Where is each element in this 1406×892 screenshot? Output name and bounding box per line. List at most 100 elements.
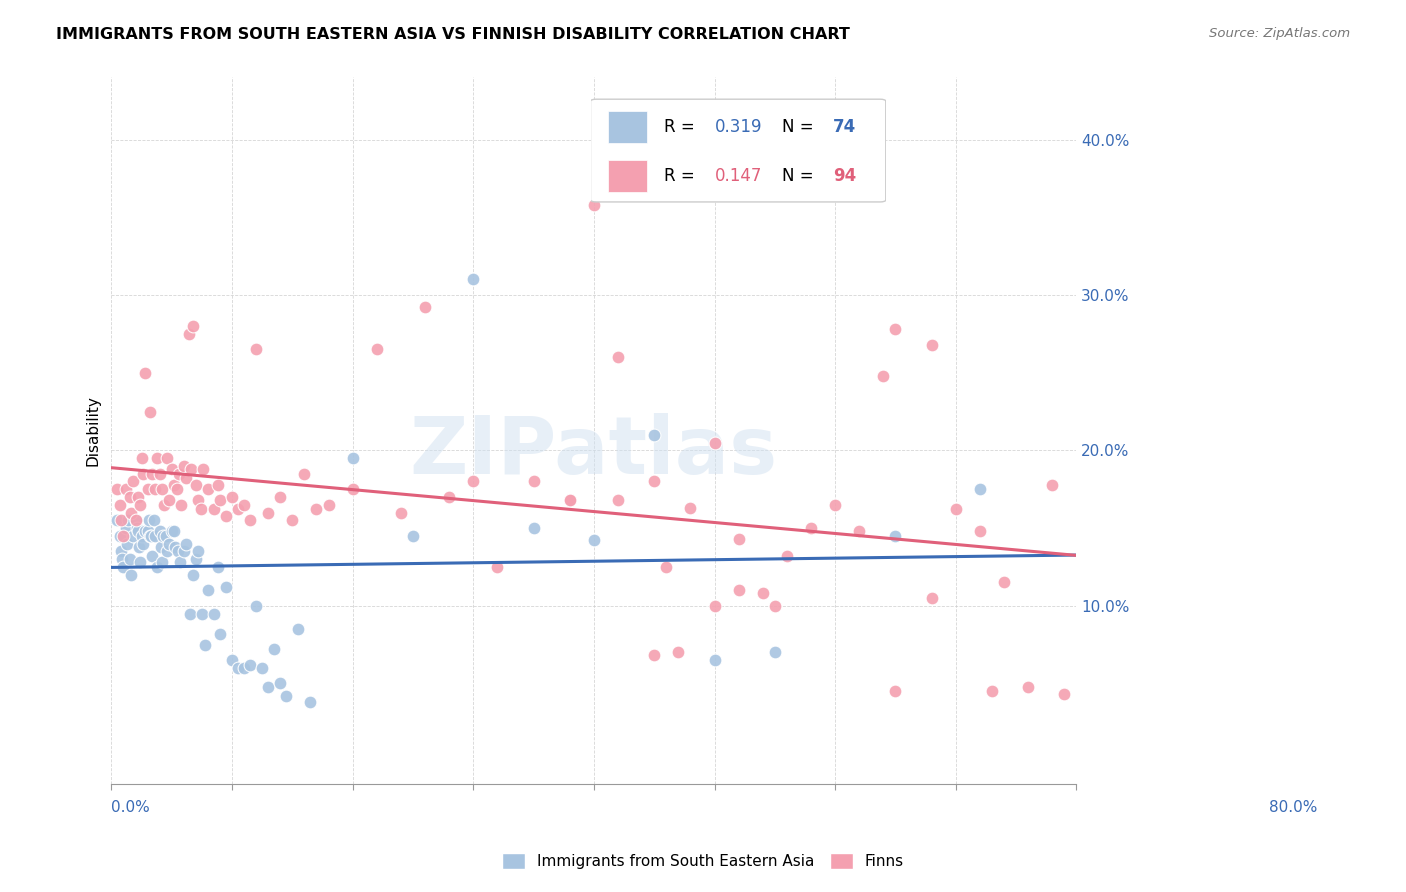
Point (281, 513, 304, 527)
Point (107, 513, 129, 527)
Point (413, 301, 436, 315)
Point (1017, 680, 1039, 694)
Point (132, 536, 155, 550)
Point (824, 498, 846, 512)
Point (173, 458, 195, 473)
Point (169, 555, 191, 569)
Text: 0.319: 0.319 (714, 118, 762, 136)
Point (170, 498, 193, 512)
Point (128, 540, 150, 554)
Point (183, 319, 205, 334)
Point (125, 521, 148, 535)
Point (1053, 687, 1076, 701)
Point (679, 500, 702, 515)
Text: 80.0%: 80.0% (1270, 800, 1317, 815)
Point (1040, 477, 1063, 491)
Point (194, 638, 217, 652)
Point (727, 532, 749, 546)
Point (124, 513, 146, 527)
Point (208, 626, 231, 640)
Text: 94: 94 (832, 168, 856, 186)
Point (155, 529, 177, 543)
Text: 74: 74 (832, 118, 856, 136)
Point (269, 490, 291, 504)
Y-axis label: Disability: Disability (86, 395, 100, 467)
Text: IMMIGRANTS FROM SOUTH EASTERN ASIA VS FINNISH DISABILITY CORRELATION CHART: IMMIGRANTS FROM SOUTH EASTERN ASIA VS FI… (56, 27, 851, 42)
Point (558, 493, 581, 508)
Point (149, 540, 172, 554)
Point (108, 498, 131, 512)
Point (187, 493, 209, 508)
Point (402, 529, 425, 543)
Point (233, 498, 256, 512)
Point (763, 645, 786, 659)
Point (117, 513, 139, 527)
Point (127, 490, 149, 504)
Point (120, 567, 142, 582)
Point (848, 524, 870, 538)
Point (318, 498, 340, 512)
Point (141, 549, 163, 563)
Point (250, 661, 273, 675)
Point (221, 653, 243, 667)
Point (666, 645, 689, 659)
Point (389, 506, 412, 520)
Point (921, 591, 943, 605)
Bar (609, 161, 647, 193)
Point (150, 482, 173, 496)
Point (166, 544, 188, 558)
Point (136, 482, 159, 496)
Point (163, 477, 186, 491)
Point (115, 536, 138, 550)
Point (239, 513, 262, 527)
Point (132, 467, 155, 481)
Point (257, 506, 280, 520)
Point (523, 521, 546, 535)
Point (146, 560, 169, 574)
Point (884, 684, 907, 698)
Point (257, 680, 280, 694)
Point (226, 661, 249, 675)
Point (129, 555, 152, 569)
Bar (609, 111, 647, 143)
Point (122, 475, 145, 489)
Point (921, 337, 943, 351)
Point (202, 502, 225, 516)
Point (342, 451, 364, 466)
Point (245, 343, 267, 357)
Point (110, 513, 132, 527)
Point (945, 502, 967, 516)
Point (156, 544, 179, 558)
Point (993, 575, 1015, 590)
FancyBboxPatch shape (591, 99, 886, 202)
Point (582, 198, 605, 212)
Legend: Immigrants from South Eastern Asia, Finns: Immigrants from South Eastern Asia, Finn… (496, 847, 910, 875)
Point (287, 622, 309, 636)
Point (173, 544, 195, 558)
Point (150, 555, 173, 569)
Point (607, 493, 630, 508)
Point (187, 544, 209, 558)
Point (124, 513, 146, 527)
Point (463, 475, 485, 489)
Point (146, 451, 169, 466)
Point (752, 586, 775, 600)
Point (643, 427, 665, 442)
Point (239, 657, 262, 672)
Text: 0.147: 0.147 (714, 168, 762, 186)
Point (131, 529, 153, 543)
Point (174, 536, 197, 550)
Point (107, 482, 129, 496)
Text: Source: ZipAtlas.com: Source: ZipAtlas.com (1209, 27, 1350, 40)
Point (969, 524, 991, 538)
Point (226, 502, 249, 516)
Point (215, 580, 238, 594)
Point (872, 368, 894, 383)
Point (111, 552, 134, 566)
Point (115, 521, 138, 535)
Point (655, 560, 678, 574)
Point (184, 552, 207, 566)
Point (180, 462, 202, 476)
Point (981, 684, 1004, 698)
Point (202, 607, 225, 621)
